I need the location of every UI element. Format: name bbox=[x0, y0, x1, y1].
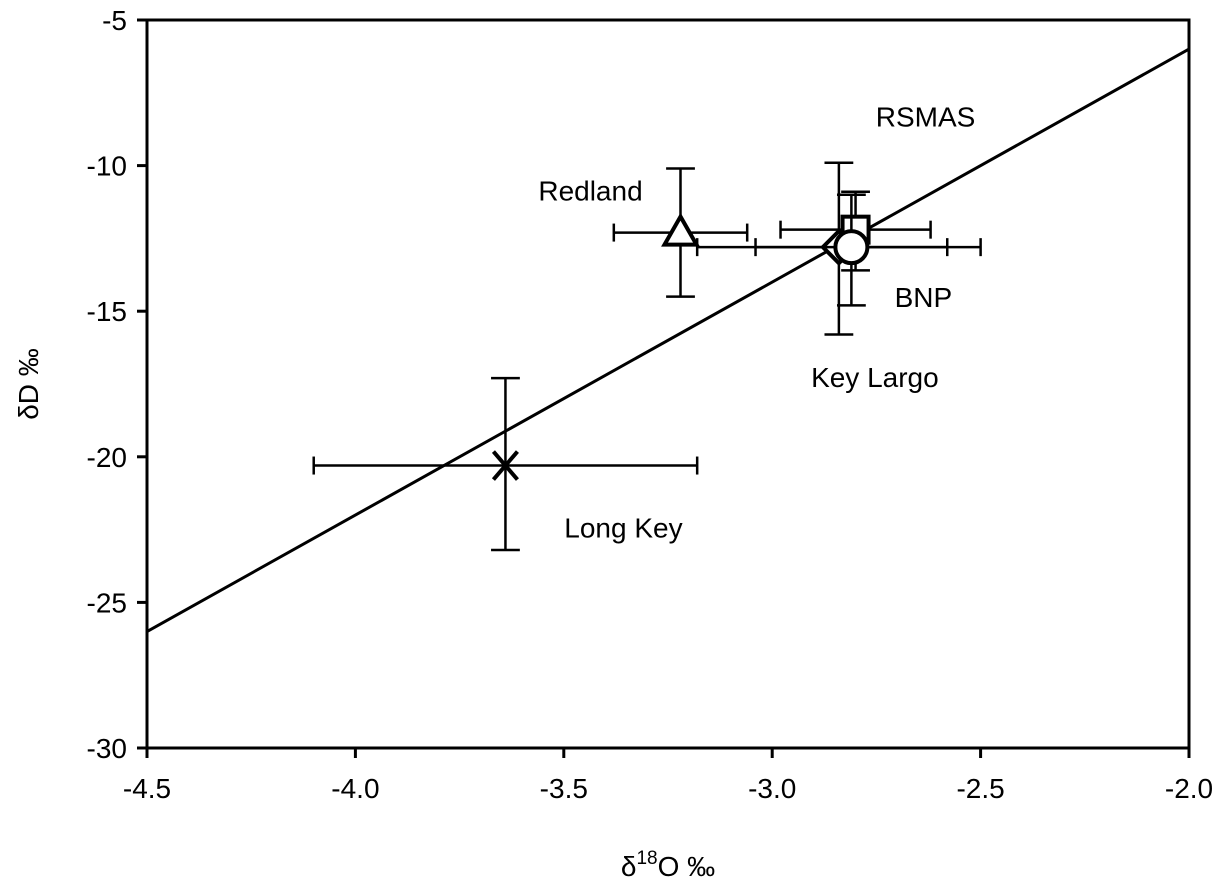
plot-frame bbox=[145, 18, 1191, 750]
redland-label: Redland bbox=[538, 176, 642, 207]
y-axis-title: δD ‰ bbox=[13, 348, 44, 420]
x-tick-label: -2.5 bbox=[956, 773, 1004, 804]
bnp-marker-circle bbox=[833, 229, 870, 266]
x-tick-label: -3.0 bbox=[748, 773, 796, 804]
rsmas-label: RSMAS bbox=[876, 102, 976, 133]
y-tick-label: -30 bbox=[87, 733, 127, 764]
y-tick-label: -5 bbox=[102, 5, 127, 36]
long-key-marker-x bbox=[491, 450, 519, 481]
x-tick-label: -2.0 bbox=[1165, 773, 1213, 804]
y-tick-label: -15 bbox=[87, 296, 127, 327]
x-tick-label: -4.0 bbox=[331, 773, 379, 804]
x-tick-label: -3.5 bbox=[540, 773, 588, 804]
meteoric-water-line bbox=[146, 47, 1190, 633]
x-tick-label: -4.5 bbox=[123, 773, 171, 804]
key-largo-label: Key Largo bbox=[811, 362, 939, 393]
x-axis-title: δ18O ‰ bbox=[621, 848, 715, 882]
y-tick-label: -25 bbox=[87, 587, 127, 618]
redland-marker-triangle bbox=[661, 212, 700, 247]
y-tick-label: -10 bbox=[87, 151, 127, 182]
long-key-label: Long Key bbox=[564, 513, 682, 544]
y-tick-label: -20 bbox=[87, 442, 127, 473]
bnp-label: BNP bbox=[895, 282, 953, 313]
